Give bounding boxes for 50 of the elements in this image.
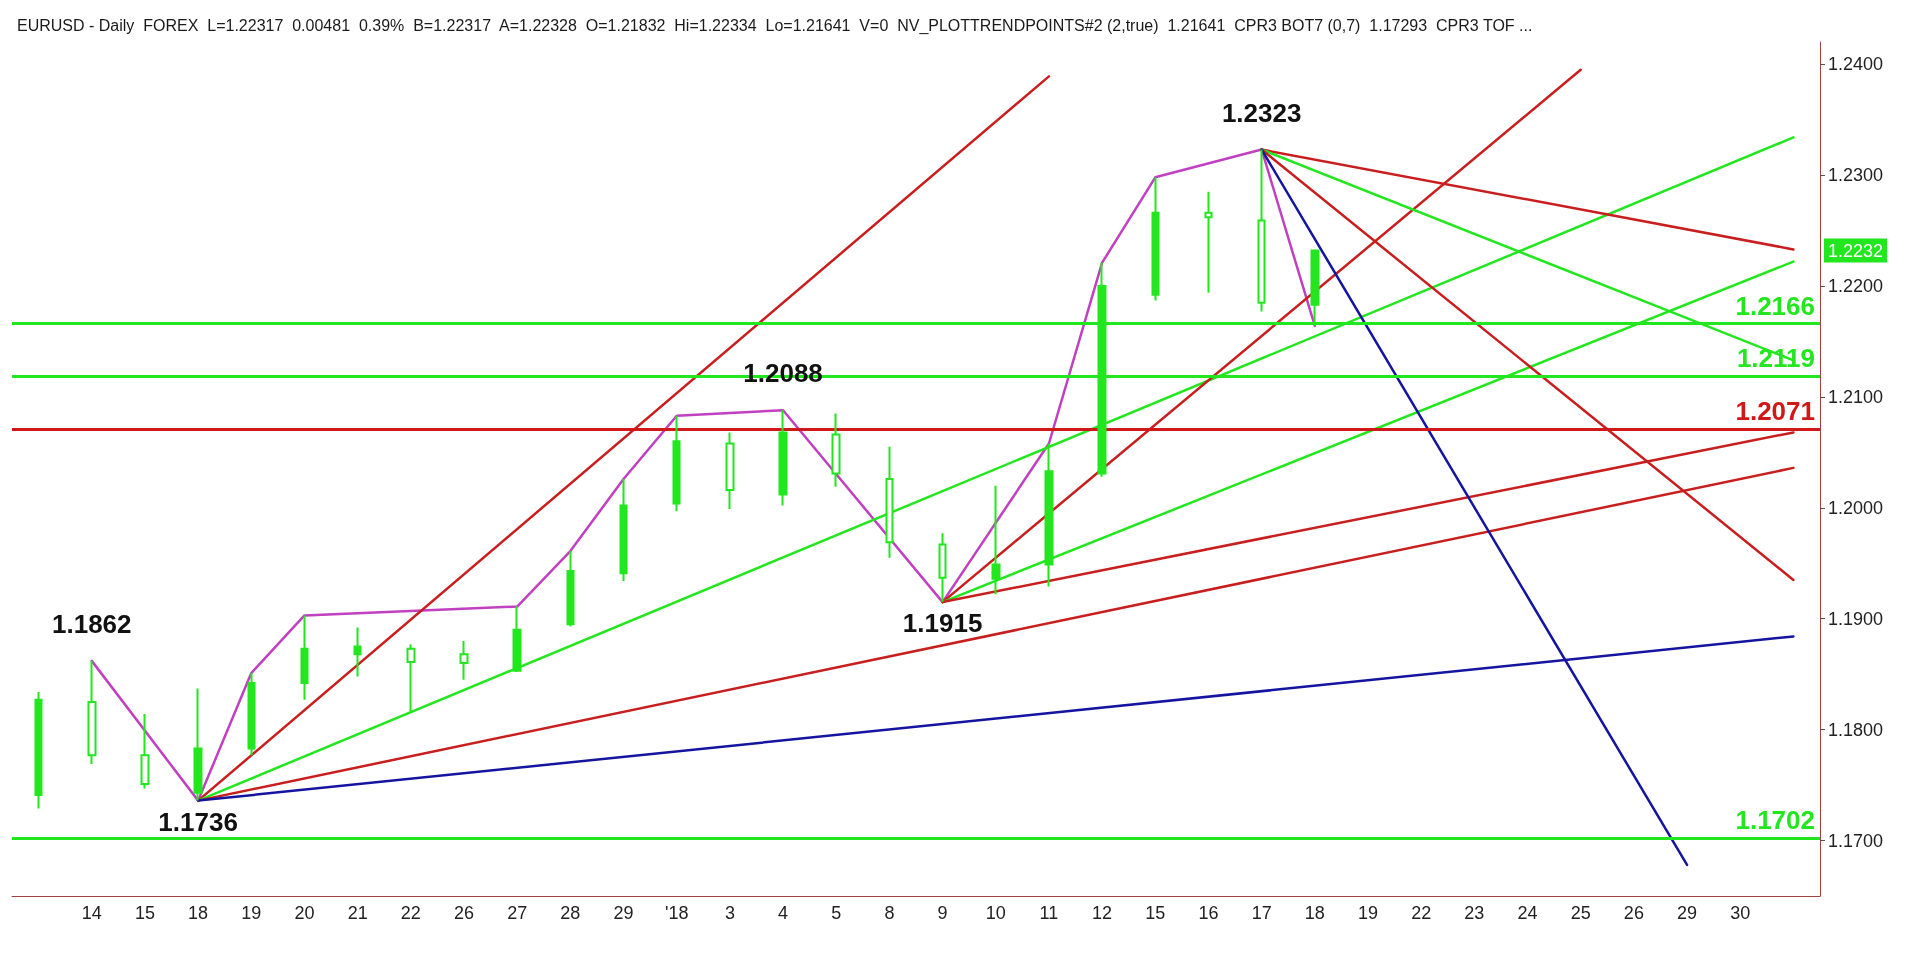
x-tick-label: 16 <box>1198 903 1219 923</box>
x-tick-label: 11 <box>1039 903 1059 923</box>
y-tick-label: 1.2300 <box>1828 165 1884 186</box>
x-tick-label: 28 <box>560 903 581 923</box>
x-tick-label: 15 <box>1145 903 1166 923</box>
annotation: 1.1736 <box>158 806 238 837</box>
x-tick-label: 3 <box>724 903 735 923</box>
x-tick-label: 26 <box>1623 903 1644 923</box>
ref-line-label: 1.1702 <box>1735 805 1815 836</box>
x-tick-label: 19 <box>241 903 262 923</box>
x-tick-label: 26 <box>453 903 475 923</box>
x-tick-label: 5 <box>831 903 842 923</box>
x-tick-label: 18 <box>1304 903 1325 923</box>
x-tick-label: 17 <box>1251 903 1272 923</box>
x-tick-label: 14 <box>81 903 102 923</box>
x-tick-label: 30 <box>1730 903 1751 923</box>
x-tick-label: 19 <box>1357 903 1379 923</box>
x-tick-label: 21 <box>347 903 368 923</box>
annotation: 1.2323 <box>1221 97 1302 128</box>
x-tick-label: 22 <box>400 903 421 923</box>
ref-line-label: 1.2119 <box>1736 342 1815 373</box>
x-tick-label: 23 <box>1464 903 1485 923</box>
y-tick-label: 1.1800 <box>1828 719 1884 740</box>
x-tick-label: 25 <box>1570 903 1591 923</box>
chart-title: EURUSD - Daily FOREX L=1.22317 0.00481 0.39% B=1.22317 A=1.22328 O=1.21832 Hi=1.22334 Lo=1.21641 V=0 NV_PLOTTRENDPOINTS#2 (2,true) 1.21641 CPR3 BOT7 (0,7) 1.17293 CPR3 TOF ... <box>17 16 1533 35</box>
x-tick-label: 10 <box>985 903 1006 923</box>
x-tick-label: 29 <box>1677 903 1698 923</box>
y-tick-label: 1.2400 <box>1828 54 1884 75</box>
y-tick-label: 1.2100 <box>1828 386 1884 407</box>
annotation: 1.1915 <box>902 608 983 639</box>
x-tick-label: 18 <box>188 903 209 923</box>
x-tick-label: 22 <box>1411 903 1432 923</box>
annotation: 1.1862 <box>52 608 132 639</box>
y-tick-label: 1.2000 <box>1828 497 1884 518</box>
y-tick-label: 1.1900 <box>1828 608 1884 629</box>
y-tick-label: 1.1700 <box>1828 830 1884 851</box>
x-tick-label: 8 <box>884 903 895 923</box>
text: 1.2232 <box>1828 240 1884 261</box>
ref-line-label: 1.2071 <box>1735 396 1815 427</box>
x-tick-label: 4 <box>778 903 789 923</box>
x-tick-label: 12 <box>1092 903 1113 923</box>
x-tick-label: 29 <box>613 903 634 923</box>
ref-line-label: 1.2166 <box>1735 290 1815 321</box>
x-tick-label: 24 <box>1517 903 1538 923</box>
x-tick-label: 9 <box>937 903 948 923</box>
x-tick-label: 15 <box>134 903 155 923</box>
x-tick-label: 20 <box>294 903 315 923</box>
x-tick-label: 27 <box>507 903 528 923</box>
y-tick-label: 1.2200 <box>1828 276 1884 296</box>
x-tick-label: '18 <box>664 903 689 923</box>
